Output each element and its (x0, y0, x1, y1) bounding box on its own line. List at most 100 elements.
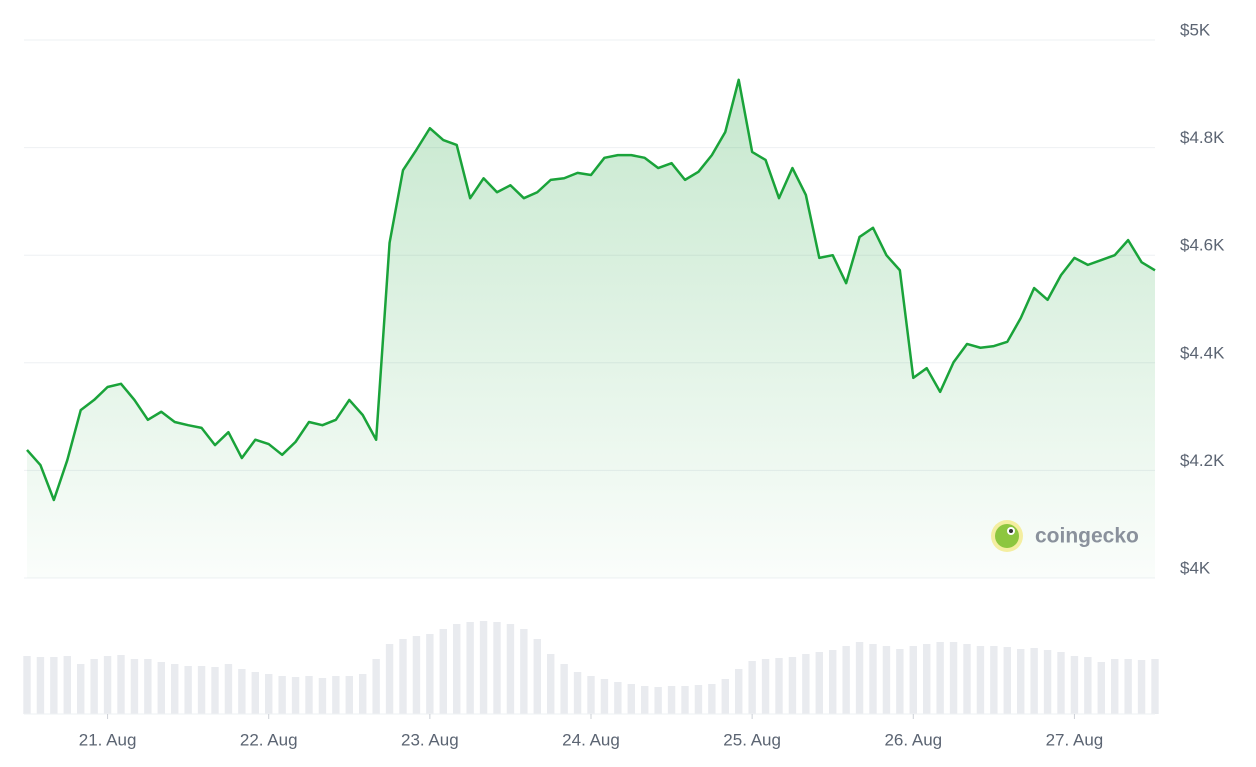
volume-bar (211, 667, 219, 714)
volume-bar (1151, 659, 1159, 714)
y-tick-label: $4K (1180, 558, 1211, 577)
volume-bar (171, 664, 179, 714)
watermark: coingecko (1035, 525, 1139, 548)
volume-bar (453, 624, 461, 714)
volume-bar (547, 654, 555, 714)
x-tick-label: 21. Aug (79, 730, 137, 749)
volume-bar (412, 636, 421, 714)
volume-bar (385, 644, 394, 714)
price-line (26, 78, 1156, 502)
volume-bar (936, 642, 944, 714)
volume-bar (641, 686, 649, 714)
x-tick-label: 26. Aug (884, 730, 942, 749)
volume-bar (600, 679, 609, 714)
volume-bar (439, 629, 447, 714)
volume-bar (1043, 650, 1052, 714)
volume-bar (399, 639, 407, 714)
volume-bar (426, 634, 434, 714)
volume-bar (882, 646, 891, 714)
volume-bar (130, 659, 139, 714)
volume-bar (855, 642, 864, 714)
volume-bar (493, 622, 501, 714)
y-tick-label: $4.4K (1180, 343, 1225, 362)
volume-bar (990, 646, 998, 714)
volume-bar (345, 676, 353, 714)
volume-bar (775, 658, 783, 714)
watermark-logo (991, 520, 1023, 552)
volume-bar (976, 646, 985, 714)
x-tick-label: 23. Aug (401, 730, 459, 749)
volume-bar (184, 666, 192, 714)
volume-bar (748, 661, 756, 714)
volume-bar (90, 659, 98, 714)
volume-bar (909, 646, 917, 714)
volume-bar (1097, 662, 1105, 714)
volume-bar (251, 672, 259, 714)
volume-bar (23, 656, 31, 714)
volume-bar (614, 682, 622, 714)
volume-bar (587, 676, 595, 714)
volume-bar (573, 672, 582, 714)
volume-bar (372, 659, 380, 714)
volume-bar (117, 655, 125, 714)
volume-bar (1084, 657, 1092, 714)
volume-bar (896, 649, 904, 714)
volume-bar (694, 685, 703, 714)
x-tick-label: 22. Aug (240, 730, 298, 749)
volume-bar (50, 657, 58, 714)
volume-bar (963, 644, 971, 714)
volume-bar (466, 622, 474, 714)
x-tick-label: 27. Aug (1046, 730, 1104, 749)
volume-bar (735, 669, 743, 714)
volume-bar (305, 676, 313, 714)
volume-bar (815, 652, 823, 714)
volume-bar (708, 684, 716, 714)
volume-bar (667, 686, 676, 714)
volume-bar (318, 678, 327, 714)
volume-bar (103, 656, 112, 714)
volume-bar (63, 656, 71, 714)
volume-bar (1057, 652, 1065, 714)
volume-bar (359, 674, 367, 714)
volume-bar (721, 679, 729, 714)
y-tick-label: $4.2K (1180, 451, 1225, 470)
volume-bar (157, 662, 165, 714)
x-tick-label: 24. Aug (562, 730, 620, 749)
volume-bar (36, 657, 45, 714)
volume-bar (506, 624, 515, 714)
volume-bar (479, 621, 488, 714)
volume-bar (533, 639, 541, 714)
volume-bar (761, 659, 770, 714)
volume-bar (197, 666, 206, 714)
volume-bar (238, 669, 246, 714)
volume-bar (923, 644, 931, 714)
volume-bar (265, 674, 273, 714)
volume-bar (332, 676, 340, 714)
volume-bar (949, 642, 958, 714)
volume-bar (291, 677, 300, 714)
volume-bar (224, 664, 233, 714)
volume-bar (869, 644, 877, 714)
x-tick-label: 25. Aug (723, 730, 781, 749)
volume-bar (654, 687, 662, 714)
volume-bar (1030, 648, 1038, 714)
y-tick-label: $5K (1180, 20, 1211, 39)
volume-bar (520, 629, 528, 714)
area (27, 79, 1155, 578)
volume-bar (1111, 659, 1119, 714)
y-tick-label: $4.8K (1180, 128, 1225, 147)
volume-bar (560, 664, 568, 714)
volume-bar (842, 646, 850, 714)
volume-bar (627, 684, 635, 714)
volume-bar (1137, 660, 1146, 714)
volume-bar (1003, 647, 1011, 714)
volume-bar (77, 664, 85, 714)
volume-bar (681, 686, 689, 714)
volume-bar (802, 654, 810, 714)
volume-bar (1124, 659, 1132, 714)
volume-bar (829, 650, 837, 714)
volume-bar (1017, 649, 1025, 714)
y-tick-label: $4.6K (1180, 236, 1225, 255)
volume-bar (278, 676, 286, 714)
